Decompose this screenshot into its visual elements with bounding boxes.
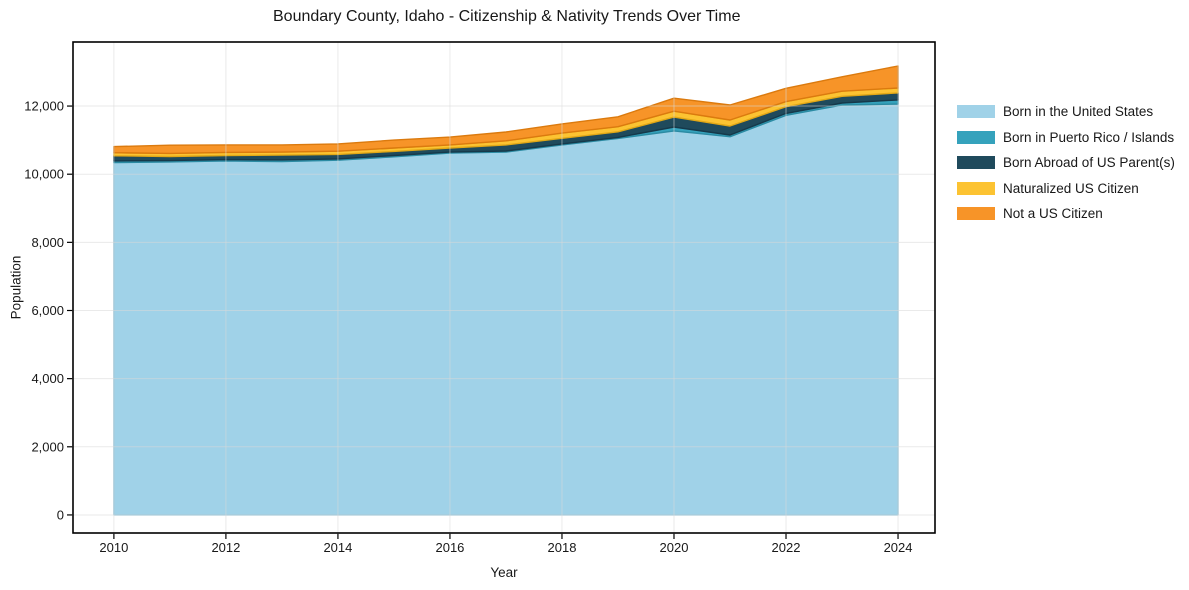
- x-tick-label: 2010: [99, 540, 128, 555]
- y-tick-label: 4,000: [31, 371, 64, 386]
- y-tick-label: 12,000: [24, 99, 64, 114]
- area-series-0: [113, 103, 899, 516]
- legend-item-2: Born Abroad of US Parent(s): [957, 155, 1175, 170]
- y-tick-label: 8,000: [31, 235, 64, 250]
- legend-item-1: Born in Puerto Rico / Islands: [957, 130, 1175, 145]
- x-axis-label: Year: [490, 565, 518, 580]
- legend-swatch-4: [957, 207, 995, 220]
- x-tick-label: 2016: [435, 540, 464, 555]
- y-tick-label: 10,000: [24, 167, 64, 182]
- x-tick-label: 2022: [772, 540, 801, 555]
- y-tick-label: 2,000: [31, 439, 64, 454]
- legend-swatch-2: [957, 156, 995, 169]
- legend-swatch-3: [957, 181, 995, 195]
- legend-label-2: Born Abroad of US Parent(s): [1003, 155, 1175, 170]
- y-tick-label: 0: [57, 507, 64, 522]
- x-tick-label: 2012: [211, 540, 240, 555]
- chart-title: Boundary County, Idaho - Citizenship & N…: [273, 8, 741, 25]
- x-tick-label: 2014: [323, 540, 352, 555]
- legend-label-0: Born in the United States: [1003, 104, 1154, 119]
- x-tick-label: 2020: [660, 540, 689, 555]
- x-tick-label: 2024: [884, 540, 913, 555]
- legend: Born in the United States Born in Puerto …: [957, 104, 1175, 221]
- y-tick-label: 6,000: [31, 303, 64, 318]
- legend-item-4: Not a US Citizen: [957, 206, 1175, 221]
- plot-border: [72, 41, 936, 534]
- legend-swatch-0: [957, 105, 995, 118]
- legend-label-3: Naturalized US Citizen: [1003, 180, 1139, 196]
- legend-label-1: Born in Puerto Rico / Islands: [1003, 129, 1175, 145]
- x-tick-label: 2018: [548, 540, 577, 555]
- legend-label-4: Not a US Citizen: [1003, 206, 1103, 221]
- legend-swatch-1: [957, 130, 995, 144]
- legend-item-0: Born in the United States: [957, 104, 1175, 119]
- y-axis-label: Population: [8, 255, 24, 320]
- legend-item-3: Naturalized US Citizen: [957, 181, 1175, 196]
